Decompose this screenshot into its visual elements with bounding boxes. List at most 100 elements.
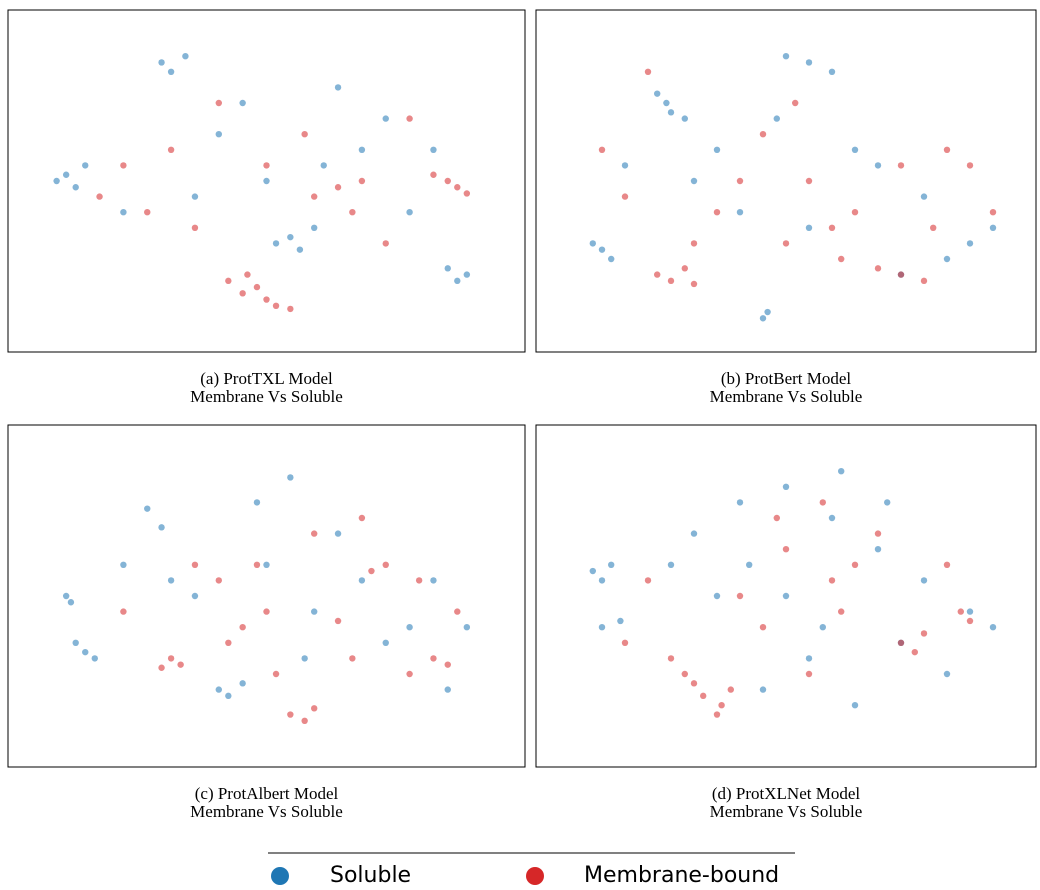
scatter-point xyxy=(253,561,261,568)
scatter-point xyxy=(897,639,905,646)
scatter-point xyxy=(406,115,413,122)
scatter-point xyxy=(144,505,151,512)
scatter-point xyxy=(272,240,280,247)
scatter-point xyxy=(966,162,974,169)
scatter-point xyxy=(644,577,652,584)
scatter-point xyxy=(406,670,413,678)
scatter-point xyxy=(943,146,951,153)
scatter-point xyxy=(617,617,624,625)
scatter-point xyxy=(311,705,318,712)
scatter-point xyxy=(957,608,964,615)
scatter-point xyxy=(301,655,308,662)
scatter-point xyxy=(828,514,836,522)
scatter-point xyxy=(311,608,318,615)
scatter-point xyxy=(191,561,199,568)
scatter-point xyxy=(598,577,606,584)
scatter-point xyxy=(920,630,928,637)
legend-marker xyxy=(526,867,544,885)
scatter-point xyxy=(759,315,767,322)
scatter-point xyxy=(239,290,246,297)
scatter-point xyxy=(463,190,471,197)
scatter-point xyxy=(759,624,767,631)
scatter-point xyxy=(943,561,951,568)
scatter-point xyxy=(349,209,356,216)
scatter-point xyxy=(764,308,771,316)
caption: Membrane Vs Soluble xyxy=(710,802,863,821)
scatter-point xyxy=(358,177,366,185)
scatter-point xyxy=(663,99,670,107)
scatter-point xyxy=(727,686,734,693)
scatter-point xyxy=(746,561,753,568)
scatter-point xyxy=(598,624,606,631)
scatter-point xyxy=(805,670,813,678)
scatter-point xyxy=(654,271,661,278)
scatter-point xyxy=(167,68,175,76)
scatter-point xyxy=(736,499,744,506)
caption: Membrane Vs Soluble xyxy=(190,387,343,406)
scatter-point xyxy=(287,233,294,241)
scatter-point xyxy=(621,162,629,169)
scatter-point xyxy=(598,146,606,153)
scatter-point xyxy=(782,53,790,60)
scatter-point xyxy=(782,483,790,490)
scatter-point xyxy=(608,561,615,568)
scatter-point xyxy=(215,131,222,138)
scatter-point xyxy=(239,624,246,631)
scatter-point xyxy=(62,592,70,600)
caption: (a) ProtTXL Model xyxy=(200,369,333,388)
scatter-point xyxy=(773,115,780,122)
scatter-point xyxy=(144,209,151,216)
scatter-point xyxy=(358,514,366,522)
scatter-point xyxy=(805,177,813,185)
scatter-point xyxy=(463,624,471,631)
scatter-point xyxy=(311,224,318,231)
scatter-point xyxy=(382,639,389,646)
scatter-point xyxy=(851,209,859,216)
scatter-point xyxy=(72,184,79,191)
scatter-point xyxy=(943,670,951,678)
scatter-point xyxy=(773,514,780,522)
scatter-point xyxy=(454,277,461,285)
scatter-point xyxy=(215,686,222,693)
scatter-point xyxy=(358,146,366,153)
scatter-point xyxy=(382,240,389,247)
scatter-point xyxy=(215,99,222,107)
scatter-point xyxy=(263,162,270,169)
scatter-point xyxy=(120,561,127,568)
scatter-point xyxy=(805,655,813,662)
scatter-point xyxy=(415,577,423,584)
scatter-point xyxy=(239,680,246,687)
scatter-point xyxy=(287,711,294,718)
scatter-point xyxy=(621,193,629,200)
scatter-point xyxy=(621,639,629,646)
scatter-point xyxy=(334,184,342,191)
scatter-point xyxy=(874,265,882,272)
scatter-point xyxy=(782,240,790,247)
scatter-point xyxy=(782,592,790,600)
scatter-point xyxy=(158,59,165,66)
scatter-point xyxy=(67,599,75,606)
scatter-point xyxy=(667,561,675,568)
scatter-point xyxy=(263,296,270,303)
panel-frame xyxy=(535,9,1037,353)
scatter-point xyxy=(989,224,997,231)
scatter-point xyxy=(681,115,688,122)
scatter-point xyxy=(690,280,698,288)
scatter-point xyxy=(272,670,280,678)
legend-label: Membrane-bound xyxy=(584,863,779,888)
scatter-point xyxy=(681,670,688,678)
scatter-point xyxy=(253,283,261,291)
scatter-point xyxy=(966,617,974,625)
scatter-point xyxy=(718,702,725,709)
panel-frame xyxy=(7,424,526,768)
scatter-point xyxy=(690,177,698,185)
scatter-point xyxy=(263,608,270,615)
scatter-point xyxy=(989,209,997,216)
scatter-point xyxy=(120,209,127,216)
scatter-point xyxy=(430,171,437,178)
scatter-point xyxy=(263,177,270,185)
scatter-point xyxy=(828,224,836,231)
scatter-point xyxy=(713,711,721,718)
scatter-point xyxy=(681,265,688,272)
scatter-point xyxy=(120,608,127,615)
